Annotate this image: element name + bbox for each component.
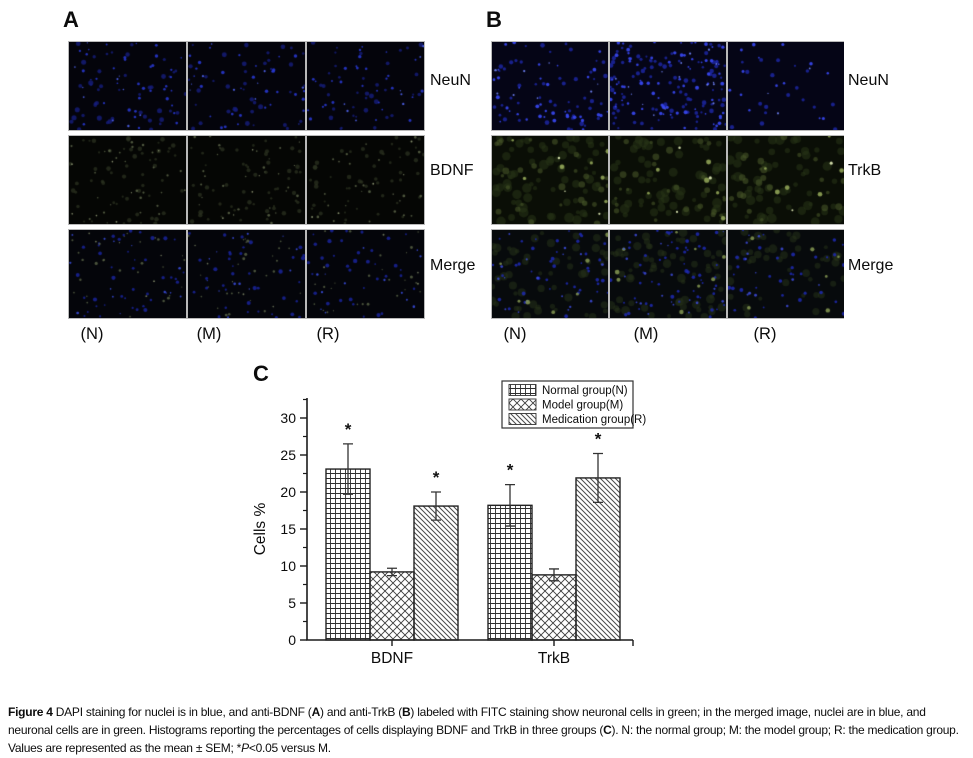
error-bar — [343, 443, 353, 495]
legend-label: Medication group(R) — [542, 414, 646, 426]
bar — [575, 477, 621, 641]
significance-star: * — [507, 461, 514, 480]
figure-caption: Figure 4 DAPI staining for nuclei is in … — [8, 703, 960, 757]
micrograph-tile — [69, 136, 186, 224]
bar-chart: 0 5 10 15 20 25 30 Cells % BDNF TrkB * * * * Normal gr… — [252, 380, 646, 667]
caption-segment: <0.05 versus M. — [248, 741, 331, 755]
panel-a-label: A — [63, 7, 79, 32]
micrograph-row-b-trkb — [491, 135, 844, 225]
y-tick-label: 0 — [288, 632, 296, 648]
row-label-b-neun: NeuN — [848, 72, 889, 89]
micrograph-tile — [69, 42, 186, 130]
micrograph-tile — [307, 136, 424, 224]
micrograph-tile — [307, 230, 424, 318]
bar — [531, 574, 577, 641]
y-tick-label: 10 — [280, 558, 296, 574]
bar — [369, 571, 415, 641]
caption-segment: A — [311, 705, 321, 719]
col-label-a-m: (M) — [196, 325, 222, 343]
y-tick-label: 30 — [280, 410, 296, 426]
y-tick-label: 15 — [280, 521, 296, 537]
x-category-label: BDNF — [371, 650, 413, 667]
caption-segment: ) labeled with FITC staining show neuron… — [8, 705, 926, 737]
micrograph-row-a-bdnf — [68, 135, 425, 225]
y-tick-label: 20 — [280, 484, 296, 500]
col-label-b-n: (N) — [503, 325, 527, 343]
caption-segment: B — [401, 705, 411, 719]
micrograph-tile — [69, 230, 186, 318]
col-label-a-n: (N) — [80, 325, 104, 343]
col-label-b-r: (R) — [753, 325, 777, 343]
micrograph-tile — [188, 42, 305, 130]
significance-star: * — [433, 468, 440, 487]
bar — [487, 504, 533, 641]
error-bar — [505, 483, 515, 527]
legend-swatch — [508, 398, 537, 411]
error-bar — [387, 567, 397, 577]
micrograph-tile — [188, 136, 305, 224]
micrograph-tile — [492, 136, 608, 224]
legend-swatch — [508, 413, 537, 425]
caption-segment: P — [241, 741, 249, 755]
y-tick-label: 25 — [280, 447, 296, 463]
legend-label: Model group(M) — [542, 400, 623, 412]
significance-star: * — [345, 420, 352, 439]
caption-segment: DAPI staining for nuclei is in blue, and… — [55, 705, 312, 719]
error-bar — [431, 491, 441, 521]
error-bar — [593, 452, 603, 504]
micrograph-tile — [728, 136, 844, 224]
micrograph-tile — [307, 42, 424, 130]
row-label-a-merge: Merge — [430, 257, 476, 274]
micrograph-tile — [492, 230, 608, 318]
caption-segment: ). N: the normal group; M: the model gro… — [8, 723, 959, 755]
error-bar — [549, 568, 559, 582]
col-label-b-m: (M) — [633, 325, 659, 343]
bar — [325, 468, 371, 641]
micrograph-tile — [728, 230, 844, 318]
micrograph-row-a-merge — [68, 229, 425, 319]
y-tick-label: 5 — [288, 595, 296, 611]
row-label-a-neun: NeuN — [430, 72, 471, 89]
legend-label: Normal group(N) — [542, 385, 628, 397]
row-label-b-trkb: TrkB — [848, 162, 882, 179]
micrograph-tile — [610, 230, 726, 318]
caption-segment: Figure 4 — [8, 705, 56, 719]
legend-swatch — [508, 384, 537, 396]
micrograph-tile — [188, 230, 305, 318]
row-label-b-merge: Merge — [848, 257, 894, 274]
caption-segment: ) and anti-TrkB ( — [319, 705, 402, 719]
panel-c-label: C — [253, 361, 269, 386]
micrograph-row-a-neun — [68, 41, 425, 131]
col-label-a-r: (R) — [316, 325, 340, 343]
caption-segment: C — [603, 723, 612, 737]
x-category-label: TrkB — [538, 650, 570, 667]
bar — [413, 505, 459, 641]
row-label-a-bdnf: BDNF — [430, 162, 474, 179]
micrograph-tile — [610, 42, 726, 130]
micrograph-row-b-merge — [491, 229, 844, 319]
micrograph-tile — [492, 42, 608, 130]
micrograph-tile — [610, 136, 726, 224]
micrograph-row-b-neun — [491, 41, 844, 131]
micrograph-tile — [728, 42, 844, 130]
panel-b-label: B — [486, 7, 502, 32]
y-axis-label: Cells % — [252, 503, 269, 556]
significance-star: * — [595, 430, 602, 449]
